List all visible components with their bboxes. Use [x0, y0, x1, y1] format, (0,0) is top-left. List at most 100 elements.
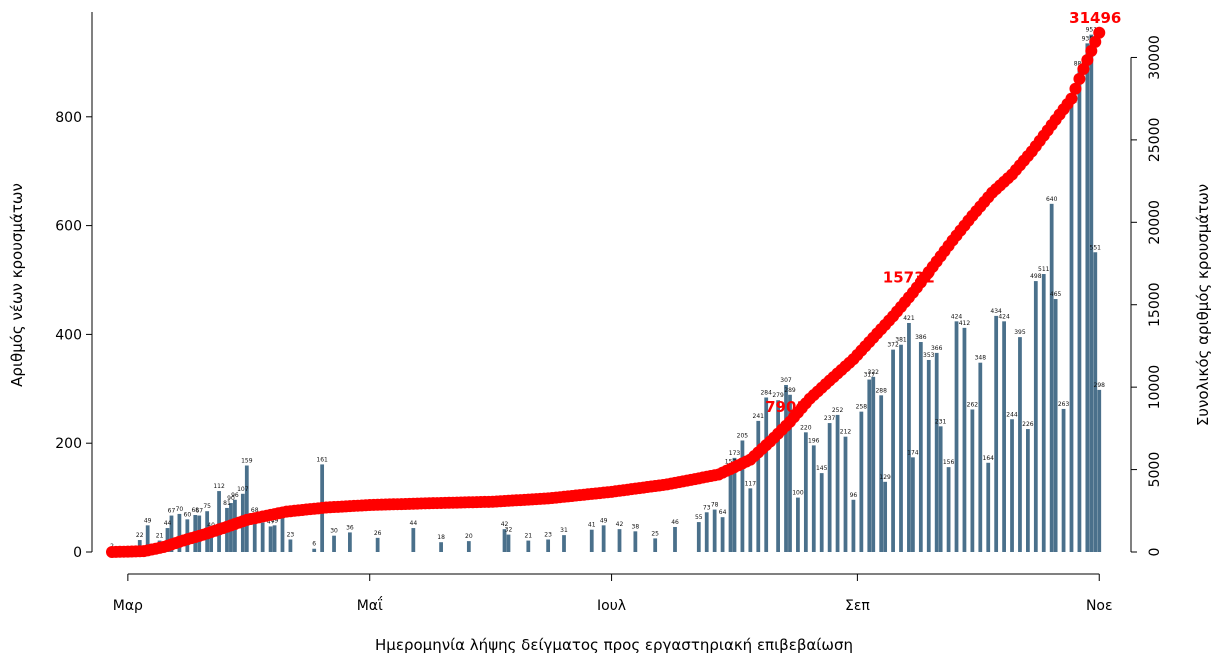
- bar-value-label: 424: [951, 313, 963, 320]
- bar-value-label: 22: [136, 532, 144, 539]
- bar-value-label: 55: [695, 514, 703, 521]
- bar-value-label: 31: [560, 527, 568, 534]
- cumulative-point: [1065, 92, 1078, 105]
- bar: [1026, 429, 1030, 552]
- bar: [970, 409, 975, 552]
- bar-value-label: 279: [772, 392, 784, 399]
- bar: [1077, 68, 1082, 552]
- bar: [546, 539, 551, 552]
- bar: [1053, 299, 1058, 552]
- y-axis-left-tick-label: 0: [73, 545, 82, 561]
- bar-value-label: 412: [959, 320, 971, 327]
- y-axis-right-tick-label: 30000: [1147, 35, 1163, 80]
- bar: [506, 534, 511, 552]
- bar-value-label: 38: [632, 523, 640, 530]
- y-axis-right-tick-label: 0: [1147, 548, 1163, 557]
- bar: [1061, 408, 1066, 552]
- bar: [827, 423, 832, 552]
- y-axis-right-tick-label: 15000: [1147, 282, 1163, 327]
- bar: [764, 397, 769, 552]
- bar-value-label: 90: [227, 495, 235, 502]
- bar-value-label: 129: [879, 474, 891, 481]
- bar-value-label: 205: [737, 432, 749, 439]
- bar: [883, 481, 888, 552]
- bar: [280, 514, 285, 552]
- bar-value-label: 551: [1090, 244, 1102, 251]
- bar: [918, 342, 923, 552]
- bar: [1093, 252, 1098, 552]
- bar: [526, 540, 531, 552]
- bar: [562, 535, 566, 552]
- bar-value-label: 36: [346, 524, 354, 531]
- bar: [728, 466, 733, 552]
- cumulative-layer: [106, 26, 1106, 558]
- bar: [1033, 281, 1038, 552]
- bar: [776, 400, 780, 552]
- bar-value-label: 465: [1050, 291, 1062, 298]
- bar: [209, 530, 214, 552]
- bar: [978, 362, 983, 552]
- cumulative-point: [1081, 53, 1094, 66]
- cumulative-point: [1077, 62, 1090, 75]
- bar-value-label: 32: [505, 527, 513, 534]
- bar-value-label: 23: [544, 531, 552, 538]
- bar: [934, 352, 939, 552]
- bar-value-label: 67: [168, 508, 176, 515]
- bar: [411, 528, 416, 552]
- x-axis-tick-label: Νοε: [1086, 598, 1113, 614]
- bar-value-label: 288: [875, 387, 887, 394]
- bar-value-label: 951: [1086, 27, 1098, 34]
- bar-value-label: 262: [967, 401, 979, 408]
- bar: [899, 344, 903, 552]
- bar: [851, 499, 856, 552]
- bar-value-label: 6: [312, 541, 316, 548]
- bar-value-label: 20: [465, 533, 473, 540]
- bar-value-label: 81: [223, 500, 231, 507]
- bar: [177, 513, 182, 552]
- bar: [260, 522, 265, 552]
- bar-value-label: 395: [1014, 329, 1026, 336]
- y-axis-left-tick-label: 800: [55, 110, 82, 126]
- bar: [1002, 321, 1006, 552]
- x-axis-tick-label: Μαΐ: [357, 596, 383, 614]
- y-axis-left-tick-label: 600: [55, 219, 82, 235]
- bar-value-label: 21: [524, 533, 532, 540]
- x-axis-tick-label: Μαρ: [113, 598, 143, 614]
- bar: [375, 537, 380, 552]
- bar-value-label: 21: [156, 533, 164, 540]
- bar-value-label: 935: [1082, 35, 1094, 42]
- cumulative-annotation: 15732: [883, 269, 935, 287]
- bar-value-label: 353: [923, 352, 935, 359]
- bar: [871, 376, 876, 552]
- bar-value-label: 157: [725, 459, 737, 466]
- bar-value-label: 317: [864, 372, 876, 379]
- bar: [466, 541, 471, 552]
- bar-value-label: 23: [287, 531, 295, 538]
- bar: [673, 526, 677, 552]
- bar-value-label: 284: [760, 390, 772, 397]
- bar-value-label: 107: [237, 486, 249, 493]
- y-axis-left-label: Αριθμός νέων κρουσμάτων: [8, 183, 26, 387]
- bar-value-label: 67: [195, 508, 203, 515]
- bar: [1049, 203, 1054, 552]
- bar: [986, 462, 991, 552]
- bar: [938, 426, 943, 552]
- bar-value-label: 159: [241, 458, 253, 465]
- bar: [217, 491, 221, 552]
- bar-value-label: 96: [231, 492, 239, 499]
- bar-value-label: 156: [943, 459, 955, 466]
- bar-value-label: 40: [207, 522, 215, 529]
- bar-value-label: 49: [271, 517, 279, 524]
- bar-value-label: 18: [437, 534, 445, 541]
- bar: [720, 517, 725, 552]
- bar: [312, 548, 317, 552]
- bar-value-label: 47: [267, 518, 275, 525]
- cumulative-point: [1093, 26, 1106, 39]
- bar: [439, 542, 443, 552]
- bar-value-label: 366: [931, 345, 943, 352]
- bar: [843, 436, 848, 552]
- bar: [907, 322, 911, 552]
- bar-value-label: 174: [907, 449, 919, 456]
- bar-value-label: 244: [1006, 411, 1018, 418]
